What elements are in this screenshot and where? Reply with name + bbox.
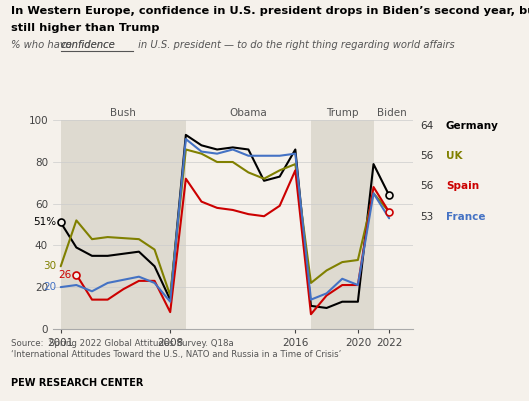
- Text: Source:  Spring 2022 Global Attitudes Survey. Q18a: Source: Spring 2022 Global Attitudes Sur…: [11, 339, 233, 348]
- Text: UK: UK: [446, 152, 462, 161]
- Text: Bush: Bush: [111, 108, 136, 118]
- Text: confidence: confidence: [61, 40, 115, 50]
- Text: in U.S. president — to do the right thing regarding world affairs: in U.S. president — to do the right thin…: [135, 40, 454, 50]
- Text: 20: 20: [43, 282, 56, 292]
- Text: 51%: 51%: [33, 217, 56, 227]
- Bar: [61, 120, 186, 329]
- Text: Germany: Germany: [446, 122, 499, 131]
- Text: PEW RESEARCH CENTER: PEW RESEARCH CENTER: [11, 378, 143, 388]
- Text: % who have: % who have: [11, 40, 75, 50]
- Text: confidence: confidence: [61, 40, 115, 50]
- Text: 26: 26: [58, 269, 71, 279]
- Text: 56: 56: [421, 152, 434, 161]
- Text: 53: 53: [421, 212, 434, 221]
- Text: Trump: Trump: [326, 108, 359, 118]
- Text: Spain: Spain: [446, 182, 479, 191]
- Text: 64: 64: [421, 122, 434, 131]
- Text: 56: 56: [421, 182, 434, 191]
- Text: In Western Europe, confidence in U.S. president drops in Biden’s second year, bu: In Western Europe, confidence in U.S. pr…: [11, 6, 529, 16]
- Text: France: France: [446, 212, 486, 221]
- Text: Biden: Biden: [377, 108, 407, 118]
- Text: still higher than Trump: still higher than Trump: [11, 23, 159, 33]
- Bar: [311, 120, 373, 329]
- Text: Obama: Obama: [230, 108, 267, 118]
- Text: 30: 30: [43, 261, 56, 271]
- Text: ‘International Attitudes Toward the U.S., NATO and Russia in a Time of Crisis’: ‘International Attitudes Toward the U.S.…: [11, 350, 341, 359]
- Text: % who have confidence: % who have confidence: [11, 40, 129, 50]
